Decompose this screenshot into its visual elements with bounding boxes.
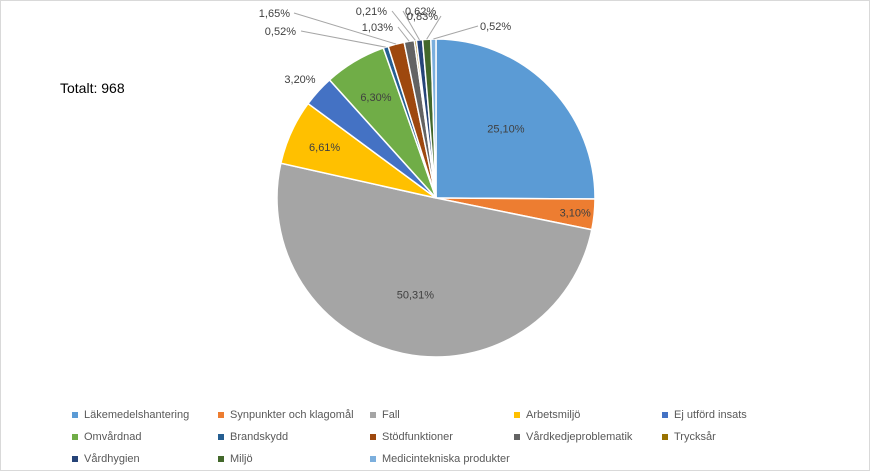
leader-lines (293, 10, 479, 48)
leader-line-11 (402, 10, 420, 41)
legend-swatch (72, 434, 78, 440)
slice-label-1: 25,10% (487, 124, 525, 136)
legend-item-1: Läkemedelshantering (72, 408, 189, 422)
slice-label-11: 0,62% (405, 6, 436, 18)
legend-swatch (72, 456, 78, 462)
legend-item-3: Fall (370, 408, 400, 422)
legend-item-2: Synpunkter och klagomål (218, 408, 354, 422)
total-label: Totalt: 968 (60, 80, 125, 96)
legend-label: Synpunkter och klagomål (230, 409, 354, 421)
legend-label: Ej utförd insats (674, 409, 747, 421)
pie-slice-1 (435, 38, 596, 200)
slice-label-7: 0,52% (265, 26, 296, 38)
legend-swatch (72, 412, 78, 418)
legend-label: Omvårdnad (84, 431, 142, 443)
legend-label: Brandskydd (230, 431, 289, 443)
legend-swatch (370, 456, 376, 462)
pie-slices (276, 38, 596, 358)
pie-slice-3 (276, 162, 593, 358)
legend-item-12: Miljö (218, 452, 253, 466)
slice-label-8: 1,65% (259, 8, 290, 20)
leader-line-10 (391, 10, 416, 41)
slice-label-13: 0,52% (480, 21, 511, 33)
slice-label-4: 6,61% (309, 142, 340, 154)
legend-item-4: Arbetsmiljö (514, 408, 580, 422)
slice-label-5: 3,20% (284, 74, 315, 86)
leader-line-8 (293, 12, 397, 45)
pie-chart: 25,10% 3,10% 50,31% 6,61% 3,20% 6,30% 0,52% 1,6… (259, 6, 596, 358)
legend-swatch (218, 434, 224, 440)
legend-label: Miljö (230, 453, 253, 465)
slice-labels: 25,10% 3,10% 50,31% 6,61% 3,20% 6,30% 0,52% 1,6… (259, 6, 591, 301)
legend-swatch (662, 434, 668, 440)
legend-label: Arbetsmiljö (526, 409, 581, 421)
legend-item-10: Trycksår (662, 430, 716, 444)
leader-line-9 (397, 26, 410, 42)
legend-label: Trycksår (674, 431, 716, 443)
pie-slice-13 (430, 38, 437, 199)
legend-item-8: Stödfunktioner (370, 430, 453, 444)
leader-line-12 (426, 15, 442, 40)
legend-swatch (370, 412, 376, 418)
legend: Läkemedelshantering Synpunkter och klagom… (0, 400, 870, 465)
legend-label: Stödfunktioner (382, 431, 453, 443)
slice-label-2: 3,10% (560, 207, 591, 219)
slice-label-6: 6,30% (360, 92, 391, 104)
slice-label-9: 1,03% (362, 22, 393, 34)
legend-swatch (514, 412, 520, 418)
slice-label-10: 0,21% (356, 6, 387, 18)
legend-item-5: Ej utförd insats (662, 408, 747, 422)
leader-line-7 (300, 30, 386, 48)
legend-label: Läkemedelshantering (84, 409, 190, 421)
legend-item-11: Vårdhygien (72, 452, 140, 466)
legend-label: Medicintekniska produkter (382, 453, 510, 465)
legend-label: Fall (382, 409, 400, 421)
legend-item-9: Vårdkedjeproblematik (514, 430, 632, 444)
legend-swatch (514, 434, 520, 440)
slice-label-3: 50,31% (397, 289, 435, 301)
legend-swatch (218, 456, 224, 462)
slice-label-12: 0,83% (407, 11, 438, 23)
legend-swatch (662, 412, 668, 418)
legend-swatch (370, 434, 376, 440)
leader-line-13 (433, 25, 479, 40)
legend-item-13: Medicintekniska produkter (370, 452, 510, 466)
legend-swatch (218, 412, 224, 418)
legend-item-6: Omvårdnad (72, 430, 141, 444)
legend-item-7: Brandskydd (218, 430, 288, 444)
legend-label: Vårdkedjeproblematik (526, 431, 633, 443)
legend-label: Vårdhygien (84, 453, 140, 465)
